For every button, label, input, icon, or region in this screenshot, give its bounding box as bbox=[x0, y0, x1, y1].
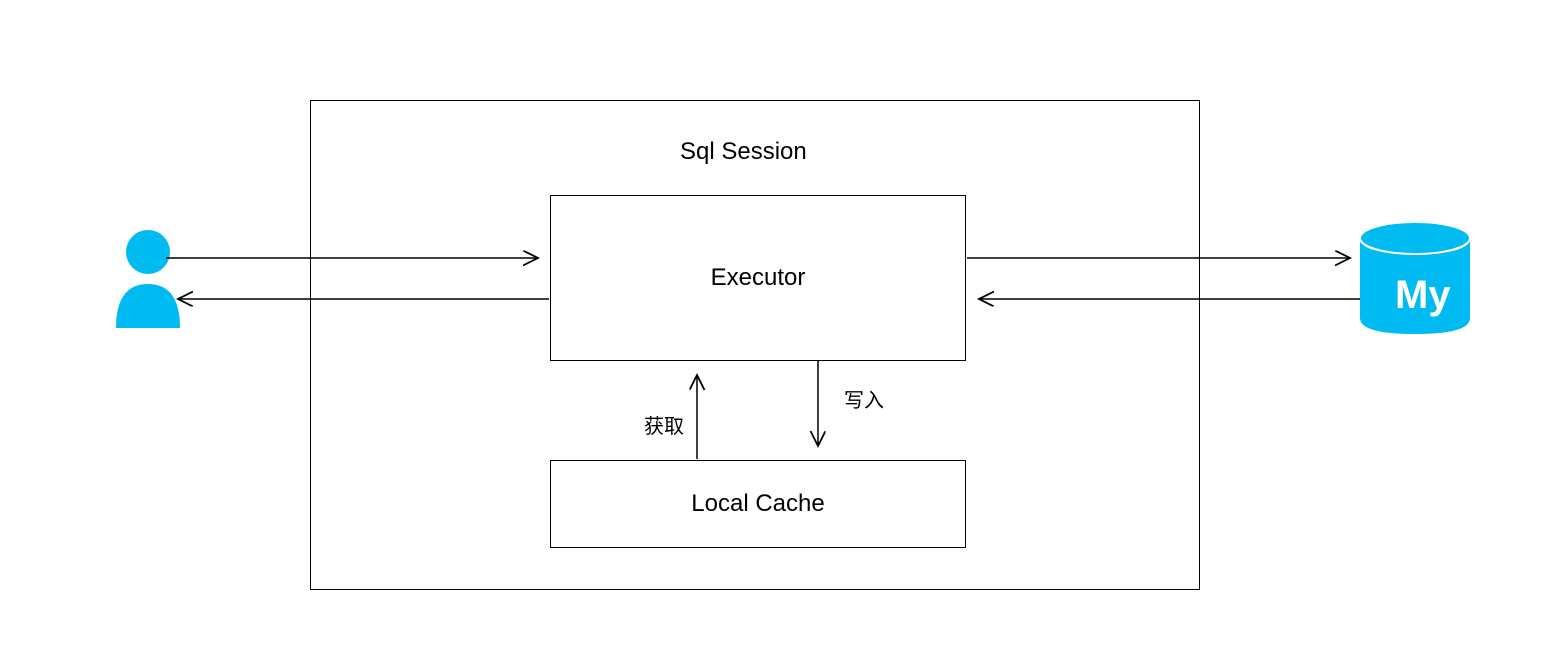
diagram-canvas: Sql Session Executor Local Cache My 获取 写… bbox=[0, 0, 1562, 672]
localcache-box: Local Cache bbox=[550, 460, 966, 548]
executor-label: Executor bbox=[711, 264, 806, 292]
user-icon bbox=[110, 228, 186, 328]
database-icon: My bbox=[1360, 222, 1470, 334]
localcache-label: Local Cache bbox=[691, 490, 824, 518]
edge-label-get: 获取 bbox=[644, 410, 684, 439]
database-label: My bbox=[1395, 273, 1451, 317]
session-title: Sql Session bbox=[680, 138, 807, 166]
executor-box: Executor bbox=[550, 195, 966, 361]
edge-label-write: 写入 bbox=[844, 384, 884, 413]
